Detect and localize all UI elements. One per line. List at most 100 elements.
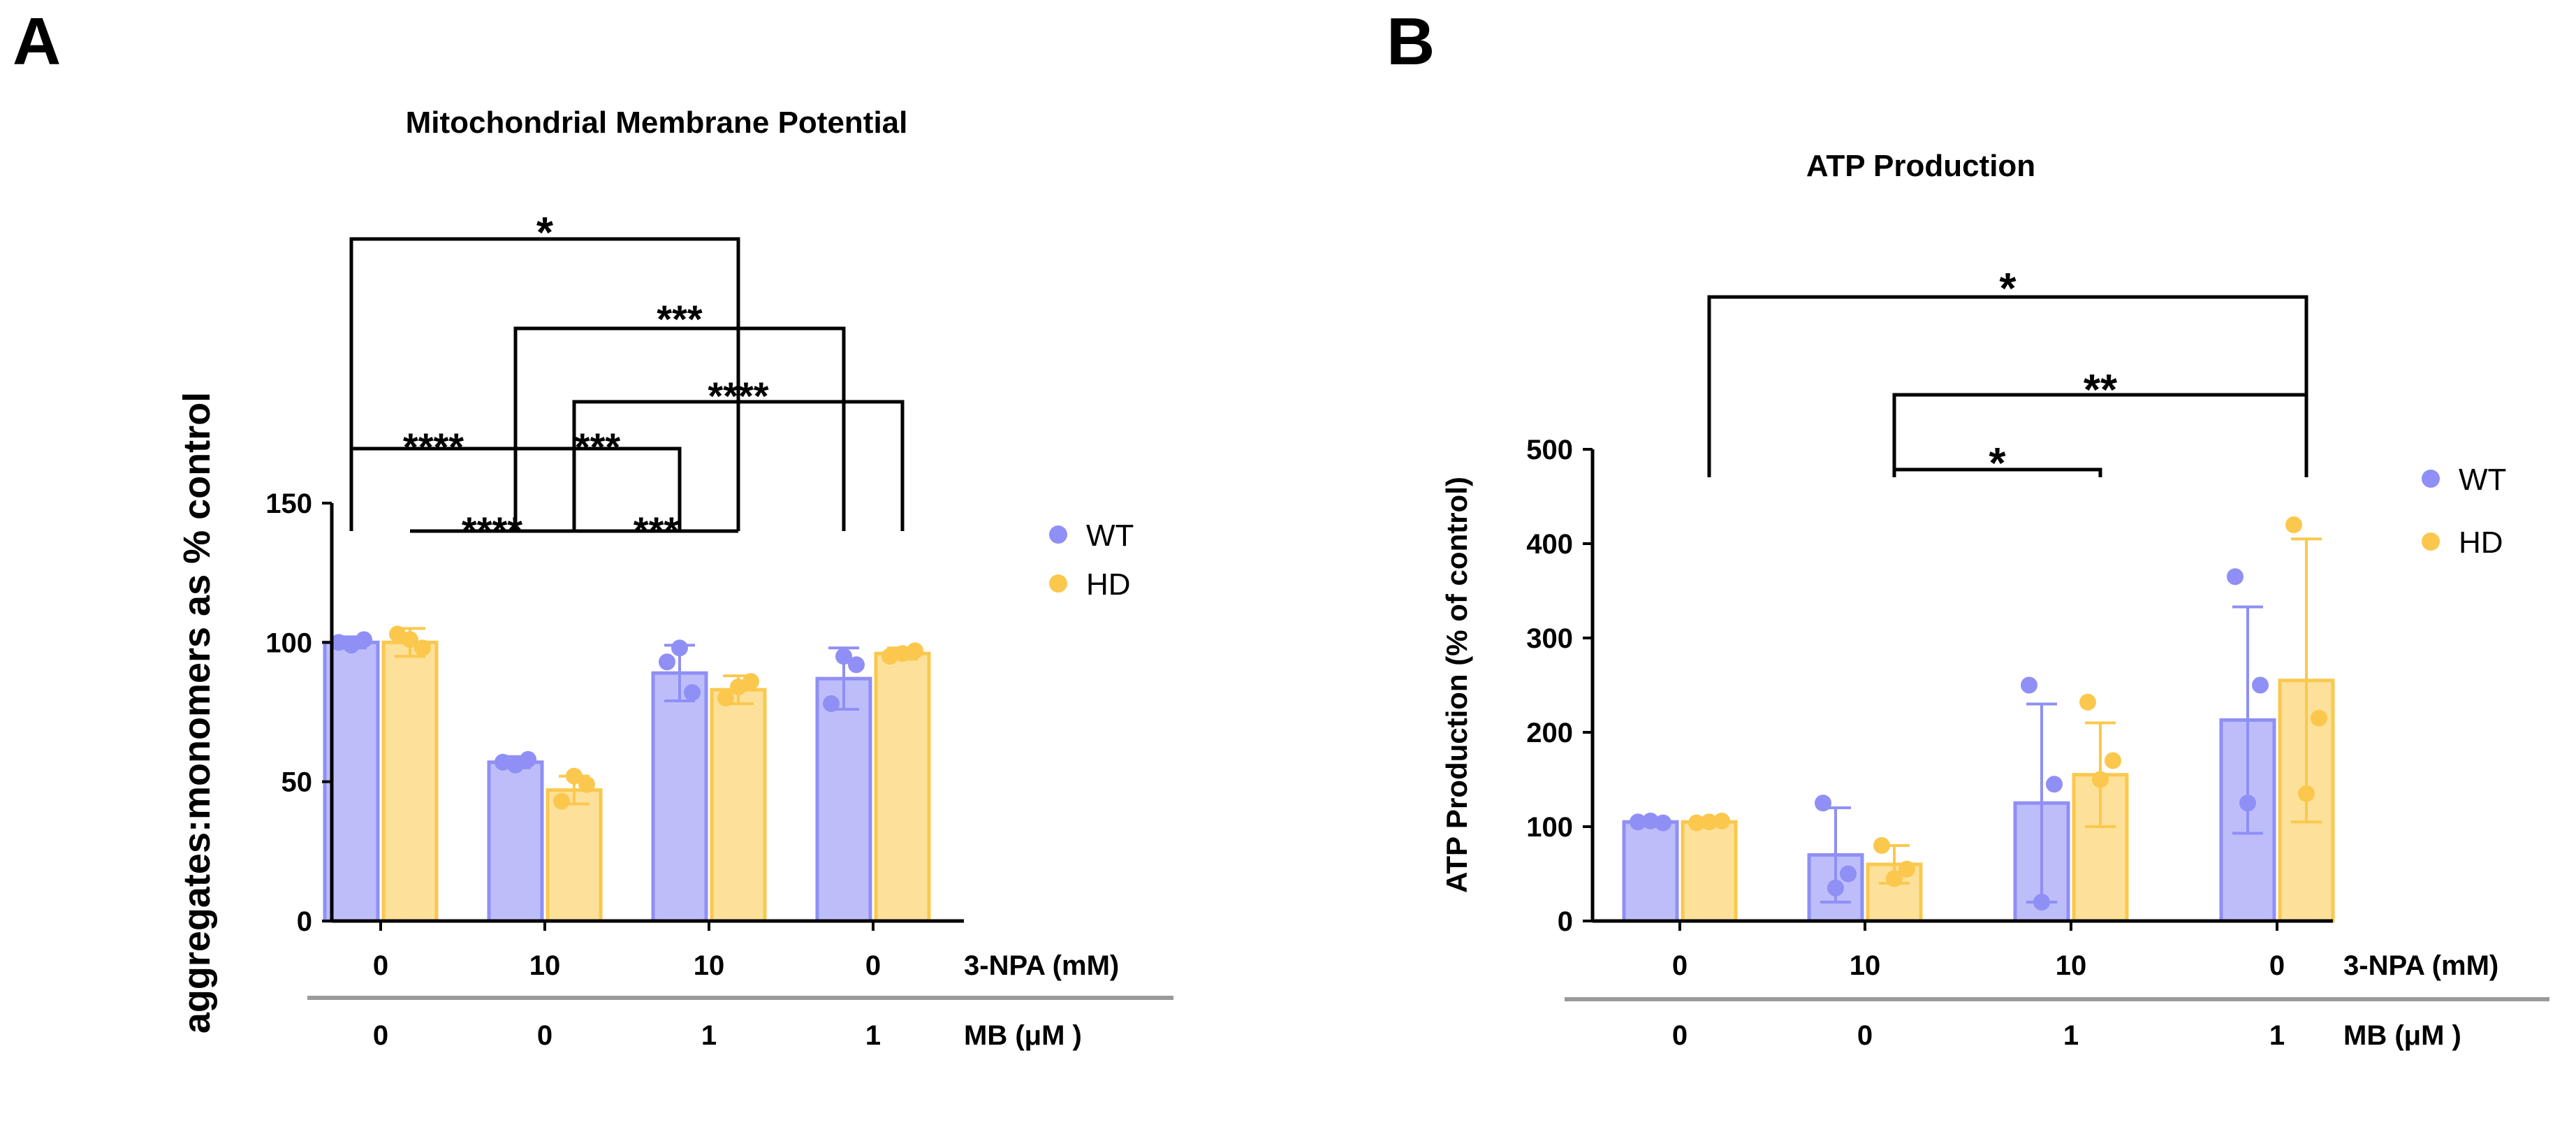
data-point-hd: [414, 639, 431, 657]
legend-label-wt: WT: [1086, 518, 1134, 553]
y-tick-label: 400: [1526, 529, 1573, 560]
condition-value: 0: [373, 1020, 388, 1051]
condition-value: 1: [2269, 1020, 2285, 1051]
y-tick-label: 100: [1526, 812, 1573, 843]
y-axis-label: aggregates:monomers as % control: [176, 392, 218, 1033]
y-tick-label: 50: [281, 767, 313, 798]
bar-hd: [381, 640, 439, 923]
y-axis-label: ATP Production (% of control): [1440, 477, 1473, 893]
data-point-hd: [553, 792, 570, 810]
significance-label: *: [1989, 440, 2006, 488]
condition-value: 0: [537, 1020, 552, 1051]
significance-label: ***: [575, 425, 621, 469]
significance-label: **: [2084, 366, 2118, 414]
data-point-wt: [823, 695, 840, 713]
data-point-wt: [343, 637, 360, 654]
data-point-hd: [2092, 771, 2109, 788]
significance-label: ***: [634, 509, 680, 553]
condition-value: 0: [373, 950, 388, 981]
condition-label: 3-NPA (mM): [964, 950, 1119, 981]
data-point-wt: [2046, 776, 2063, 793]
legend-label-hd: HD: [2459, 525, 2503, 560]
data-point-hd: [894, 645, 911, 662]
legend-label-wt: WT: [2459, 463, 2506, 497]
significance-label: ***: [657, 297, 703, 341]
data-point-wt: [684, 684, 701, 702]
bar-wt: [651, 671, 708, 923]
data-point-wt: [507, 756, 524, 774]
data-point-wt: [1827, 879, 1844, 897]
bar-wt: [815, 676, 872, 923]
data-point-hd: [578, 776, 595, 793]
data-point-wt: [671, 639, 688, 657]
data-point-hd: [402, 631, 418, 648]
condition-value: 10: [2056, 950, 2087, 981]
y-tick-label: 150: [265, 488, 312, 519]
legend-marker-wt: [2422, 470, 2440, 488]
data-point-hd: [1701, 813, 1718, 831]
condition-value: 0: [1672, 1020, 1688, 1051]
data-point-wt: [659, 653, 675, 671]
significance-label: ****: [403, 425, 464, 469]
condition-value: 1: [2063, 1020, 2079, 1051]
significance-bracket: [513, 447, 682, 531]
legend-marker-wt: [1049, 525, 1067, 544]
bar-hd: [710, 688, 767, 923]
data-point-hd: [1886, 870, 1903, 887]
y-tick-label: 0: [1558, 906, 1573, 937]
bar-hd: [1681, 820, 1738, 923]
condition-value: 0: [1857, 1020, 1873, 1051]
significance-label: *: [1999, 265, 2017, 313]
y-tick-label: 0: [297, 906, 312, 937]
legend-label-hd: HD: [1086, 567, 1131, 602]
panel-letter: A: [13, 4, 61, 79]
data-point-hd: [907, 642, 923, 660]
condition-value: 0: [1672, 950, 1688, 981]
condition-label: 3-NPA (mM): [2343, 950, 2498, 981]
data-point-hd: [1713, 812, 1730, 829]
data-point-wt: [2227, 568, 2244, 586]
chart-title: Mitochondrial Membrane Potential: [406, 106, 908, 140]
condition-value: 10: [1850, 950, 1881, 981]
data-point-wt: [495, 753, 511, 771]
condition-value: 10: [529, 950, 561, 981]
data-point-wt: [330, 634, 347, 651]
significance-bracket: [349, 237, 740, 531]
data-point-wt: [1655, 814, 1671, 832]
legend-marker-hd: [1049, 574, 1067, 593]
significance-bracket: [1707, 295, 2308, 477]
data-point-wt: [848, 656, 865, 674]
data-point-hd: [1688, 814, 1705, 832]
bar-hd: [546, 788, 603, 923]
data-point-hd: [1898, 860, 1915, 878]
panel-letter: B: [1386, 4, 1435, 79]
significance-bracket: [513, 326, 846, 531]
data-point-wt: [520, 750, 536, 768]
data-point-wt: [2021, 676, 2037, 694]
data-point-hd: [1873, 837, 1890, 854]
data-point-hd: [389, 625, 406, 643]
significance-bracket: [572, 400, 905, 531]
condition-value: 1: [701, 1020, 717, 1051]
significance-bracket: [1892, 393, 2308, 477]
data-point-wt: [1840, 865, 1857, 883]
data-point-hd: [717, 690, 734, 707]
data-point-hd: [881, 648, 898, 665]
data-point-hd: [566, 767, 583, 785]
data-point-wt: [356, 631, 372, 648]
data-point-wt: [2033, 894, 2050, 911]
condition-label: MB (μM ): [2343, 1020, 2461, 1051]
bar-wt: [1622, 820, 1679, 923]
data-point-hd: [2298, 785, 2315, 802]
data-point-hd: [2285, 516, 2302, 533]
condition-value: 10: [694, 950, 725, 981]
data-point-hd: [2311, 709, 2327, 727]
data-point-wt: [835, 648, 852, 665]
data-point-hd: [2079, 693, 2096, 711]
data-point-hd: [2105, 752, 2121, 769]
significance-label: ****: [462, 509, 522, 553]
condition-value: 1: [865, 1020, 881, 1051]
y-tick-label: 500: [1526, 435, 1573, 465]
condition-value: 0: [865, 950, 881, 981]
data-point-wt: [1630, 813, 1646, 831]
